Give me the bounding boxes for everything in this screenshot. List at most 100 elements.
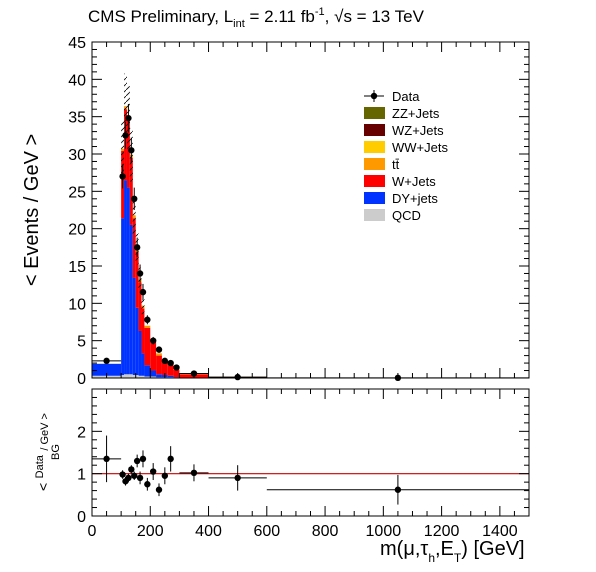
- ratio-ylabel-prefix: <: [35, 483, 51, 491]
- ratio-point-10: [149, 463, 157, 481]
- bar-dyjets-5: [132, 277, 136, 376]
- stacked-bars: [92, 106, 529, 379]
- data-point-2: [122, 121, 129, 149]
- ratio-point-9: [144, 477, 151, 491]
- legend-label: WZ+Jets: [392, 123, 444, 138]
- bar-wjets-10: [150, 342, 157, 371]
- legend-entry-data: Data: [364, 89, 420, 104]
- ytick-label-8: 40: [68, 72, 86, 89]
- xlabel-unit: ) [GeV]: [461, 538, 524, 560]
- data-point-12: [161, 357, 169, 365]
- legend-label: WW+Jets: [392, 140, 448, 155]
- xlabel-sub: h: [428, 551, 435, 565]
- title-energy: , √s = 13 TeV: [325, 7, 425, 26]
- bar-wjets-4: [129, 157, 133, 225]
- legend-entry-wjets: W+Jets: [364, 174, 436, 189]
- bar-dyjets-1: [121, 218, 125, 376]
- bar-dyjets-0: [92, 363, 122, 376]
- ratio-panel: 0 1 2 0 200 400 600 800 1000 1200 1400 < Data / G…: [30, 388, 530, 565]
- bar-dyjets-8: [141, 353, 145, 376]
- title-prefix: CMS Preliminary, L: [88, 7, 233, 26]
- xtick-label-3: 600: [253, 523, 280, 540]
- bar-qcd-5: [132, 375, 136, 378]
- ytick-label-7: 35: [68, 110, 86, 127]
- ratio-ylabel-num: Data: [34, 454, 46, 478]
- ytick-label-3: 15: [68, 259, 86, 276]
- data-point-1: [119, 164, 126, 189]
- xtick-label-4: 800: [312, 523, 339, 540]
- xtick-label-7: 1400: [482, 523, 518, 540]
- title-lumi-sub: int: [233, 18, 245, 30]
- ratio-point-11: [155, 483, 163, 497]
- bar-wjets-12: [161, 361, 168, 376]
- legend-entry-qcd: QCD: [364, 208, 421, 223]
- x-axis-title: m(μ,τh,ET) [GeV]: [380, 538, 525, 565]
- data-point-6: [133, 237, 141, 258]
- data-point-0: [92, 357, 122, 365]
- data-points: [92, 103, 529, 382]
- bar-qcd-1: [121, 375, 125, 378]
- bar-wjets-13: [167, 365, 174, 376]
- bar-dyjets-4: [129, 224, 133, 375]
- data-point-14: [173, 364, 180, 371]
- ratio-point-13: [167, 446, 174, 472]
- upper-x-ticks: [91, 42, 530, 378]
- lower-x-ticks: 0 200 400 600 800 1000 1200 1400: [88, 389, 530, 540]
- ytick-label-6: 30: [68, 147, 86, 164]
- data-point-7: [136, 264, 144, 283]
- bar-qcd-9: [144, 376, 151, 378]
- ytick-label-0: 0: [77, 371, 86, 388]
- ytick-label-1: 5: [77, 334, 86, 351]
- bar-dyjets-2: [124, 180, 127, 375]
- xlabel-main: m(μ,τ: [380, 538, 428, 560]
- ratio-point-1: [119, 470, 126, 479]
- ratio-points: [92, 435, 529, 505]
- xtick-label-2: 400: [195, 523, 222, 540]
- ratio-ylabel-suffix: / GeV >: [39, 413, 51, 451]
- bar-dyjets-10: [150, 370, 157, 377]
- bar-tt-11: [156, 353, 162, 356]
- legend-label: Data: [392, 89, 420, 104]
- xtick-label-0: 0: [88, 523, 97, 540]
- legend-label: DY+jets: [392, 191, 438, 206]
- legend-entry-wzjets: WZ+Jets: [364, 123, 444, 138]
- y-axis-title: < Events / GeV >: [21, 134, 43, 286]
- uncert-band-5: [132, 195, 136, 235]
- bar-tt-9: [144, 325, 151, 328]
- bar-dyjets-3: [126, 187, 130, 375]
- uncert-band-2: [124, 73, 127, 139]
- bar-qcd-7: [138, 375, 142, 378]
- ytick-label-5: 25: [68, 184, 86, 201]
- xtick-label-5: 1000: [366, 523, 402, 540]
- bar-wjets-14: [173, 369, 180, 378]
- ytick-label-9: 45: [68, 35, 86, 52]
- uncert-band-8: [141, 296, 145, 315]
- ratio-point-4: [128, 465, 135, 474]
- legend-entry-dyjets: DY+jets: [364, 191, 438, 206]
- ytick-label-4: 20: [68, 222, 86, 239]
- data-point-4: [128, 137, 135, 163]
- legend-label: QCD: [392, 208, 421, 223]
- bar-dyjets-6: [135, 307, 139, 376]
- data-point-3: [125, 103, 132, 133]
- xtick-label-1: 200: [137, 523, 164, 540]
- bar-qcd-2: [124, 374, 127, 378]
- ratio-point-12: [161, 467, 169, 485]
- data-point-8: [139, 283, 147, 301]
- bar-wjets-11: [156, 355, 162, 375]
- ratio-point-16: [266, 474, 529, 505]
- legend-entry-wwjets: WW+Jets: [364, 140, 448, 155]
- bar-qcd-10: [150, 376, 157, 378]
- legend-entry-tt: tt̄: [364, 157, 400, 172]
- data-point-13: [167, 359, 174, 367]
- ratio-y-axis-title: < Data / GeV >: [30, 413, 52, 491]
- ratio-ylabel-den: BG: [50, 444, 62, 460]
- data-point-9: [144, 315, 151, 325]
- legend-label: ZZ+Jets: [392, 106, 440, 121]
- bar-qcd-8: [141, 375, 145, 378]
- ratio-point-14: [179, 464, 209, 482]
- bar-dyjets-11: [156, 374, 162, 378]
- bar-dyjets-9: [144, 365, 151, 377]
